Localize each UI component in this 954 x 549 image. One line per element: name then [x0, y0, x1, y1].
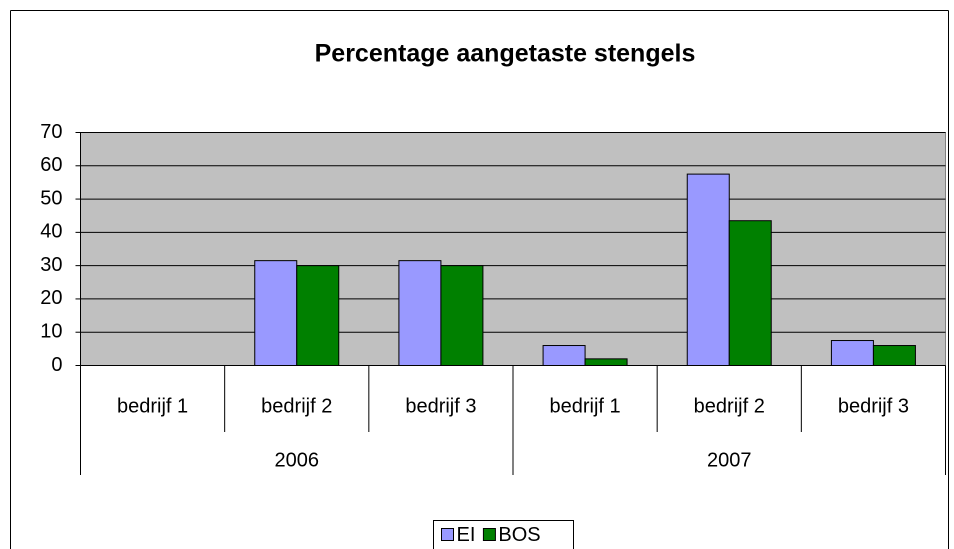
bar: [728, 220, 772, 366]
bar: [830, 340, 874, 366]
y-tick-label: 10: [40, 320, 62, 342]
group-label: 2007: [707, 449, 752, 471]
x-tick-label: bedrijf 3: [838, 395, 909, 417]
legend-box: [433, 520, 574, 549]
legend-label: EI: [457, 524, 476, 546]
x-tick-label: bedrijf 1: [117, 395, 188, 417]
x-tick-label: bedrijf 2: [694, 395, 765, 417]
plot-area: [80, 132, 946, 366]
bar: [440, 265, 484, 366]
group-label: 2006: [275, 449, 320, 471]
bar: [296, 265, 340, 366]
bar: [584, 358, 628, 367]
y-tick-label: 50: [40, 187, 62, 209]
bar: [542, 345, 586, 366]
bar: [686, 173, 730, 366]
y-tick-label: 0: [51, 354, 62, 376]
x-tick-label: bedrijf 1: [550, 395, 621, 417]
bar: [398, 260, 442, 366]
legend-swatch: [482, 528, 496, 541]
y-tick-label: 60: [40, 154, 62, 176]
y-tick-label: 20: [40, 287, 62, 309]
bar: [872, 345, 916, 366]
legend-swatch: [441, 528, 454, 541]
y-tick-label: 40: [40, 221, 62, 243]
y-tick-label: 70: [40, 121, 62, 143]
legend-label: BOS: [498, 524, 540, 546]
bar: [254, 260, 298, 366]
chart-title: Percentage aangetaste stengels: [315, 40, 696, 68]
x-tick-label: bedrijf 3: [405, 395, 476, 417]
x-tick-label: bedrijf 2: [261, 395, 332, 417]
y-tick-label: 30: [40, 254, 62, 276]
